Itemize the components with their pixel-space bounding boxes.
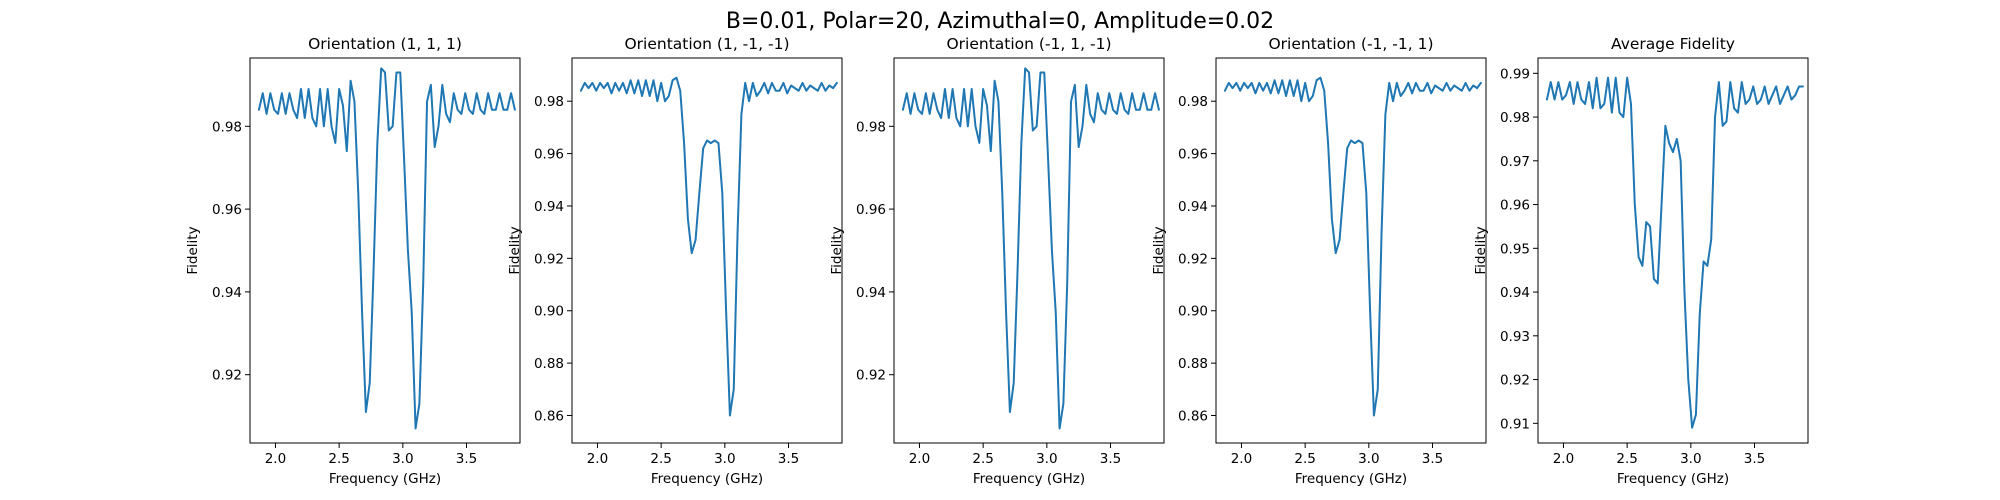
panel-title: Orientation (-1, -1, 1) bbox=[1268, 35, 1433, 53]
plot-frame bbox=[893, 57, 1165, 444]
x-tick-label: 2.0 bbox=[587, 451, 608, 467]
y-tick-label: 0.96 bbox=[212, 202, 242, 218]
x-tick-label: 2.0 bbox=[1231, 451, 1252, 467]
figure-title: B=0.01, Polar=20, Azimuthal=0, Amplitude… bbox=[726, 9, 1274, 34]
series-line bbox=[1223, 76, 1482, 417]
plot-frame bbox=[571, 57, 843, 444]
y-tick-label: 0.96 bbox=[534, 147, 564, 163]
series-line bbox=[1545, 76, 1804, 429]
chart-panel-4: 2.0 2.5 3.0 3.5 0.86 0.88 0.90 0.92 0.94 0.96 0.98… bbox=[1151, 35, 1487, 487]
y-axis-label: Fidelity bbox=[1151, 226, 1167, 274]
y-tick-label: 0.98 bbox=[1178, 94, 1208, 110]
y-tick-label: 0.94 bbox=[212, 285, 242, 301]
x-tick-label: 2.5 bbox=[328, 451, 349, 467]
x-tick-label: 3.5 bbox=[1422, 451, 1443, 467]
y-tick-label: 0.97 bbox=[1500, 154, 1530, 170]
chart-panel-3: 2.0 2.5 3.0 3.5 0.92 0.94 0.96 0.98 Orientation … bbox=[829, 35, 1165, 487]
x-tick-label: 3.5 bbox=[778, 451, 799, 467]
panel-title: Orientation (1, -1, -1) bbox=[624, 35, 789, 53]
x-tick-label: 3.0 bbox=[392, 451, 413, 467]
x-tick-label: 2.0 bbox=[909, 451, 930, 467]
x-tick-label: 3.5 bbox=[1744, 451, 1765, 467]
y-tick-label: 0.90 bbox=[1178, 304, 1208, 320]
x-tick-label: 2.0 bbox=[265, 451, 286, 467]
y-axis-label: Fidelity bbox=[185, 226, 201, 274]
plot-frame bbox=[249, 57, 521, 444]
panel-title: Orientation (-1, 1, -1) bbox=[946, 35, 1111, 53]
x-axis-label: Frequency (GHz) bbox=[651, 471, 763, 487]
series-line bbox=[901, 67, 1160, 430]
x-axis-label: Frequency (GHz) bbox=[329, 471, 441, 487]
panel-title: Average Fidelity bbox=[1611, 35, 1735, 53]
plot-frame bbox=[1215, 57, 1487, 444]
y-tick-label: 0.91 bbox=[1500, 416, 1530, 432]
y-tick-label: 0.99 bbox=[1500, 66, 1530, 82]
y-axis-label: Fidelity bbox=[507, 226, 523, 274]
y-tick-label: 0.98 bbox=[856, 119, 886, 135]
y-tick-label: 0.98 bbox=[1500, 110, 1530, 126]
y-tick-label: 0.98 bbox=[534, 94, 564, 110]
y-axis-label: Fidelity bbox=[1473, 226, 1489, 274]
series-line bbox=[579, 76, 838, 417]
x-tick-label: 3.0 bbox=[1036, 451, 1057, 467]
chart-panel-1: 2.0 2.5 3.0 3.5 0.92 0.94 0.96 0.98 Orientation … bbox=[185, 35, 521, 487]
x-tick-label: 3.5 bbox=[456, 451, 477, 467]
y-tick-label: 0.88 bbox=[1178, 356, 1208, 372]
x-tick-label: 2.5 bbox=[972, 451, 993, 467]
y-tick-label: 0.95 bbox=[1500, 241, 1530, 257]
x-axis-label: Frequency (GHz) bbox=[1617, 471, 1729, 487]
y-tick-label: 0.92 bbox=[856, 368, 886, 384]
y-tick-label: 0.93 bbox=[1500, 329, 1530, 345]
y-tick-label: 0.94 bbox=[1178, 199, 1208, 215]
y-tick-label: 0.90 bbox=[534, 304, 564, 320]
chart-panel-5: 2.0 2.5 3.0 3.5 0.91 0.92 0.93 0.94 0.95 0.96 0.97… bbox=[1473, 35, 1809, 487]
x-tick-label: 3.0 bbox=[1680, 451, 1701, 467]
y-tick-label: 0.94 bbox=[534, 199, 564, 215]
y-tick-label: 0.96 bbox=[856, 202, 886, 218]
y-tick-label: 0.96 bbox=[1500, 198, 1530, 214]
x-tick-label: 3.0 bbox=[1358, 451, 1379, 467]
y-tick-label: 0.96 bbox=[1178, 147, 1208, 163]
y-tick-label: 0.88 bbox=[534, 356, 564, 372]
x-axis-label: Frequency (GHz) bbox=[973, 471, 1085, 487]
y-tick-label: 0.86 bbox=[1178, 409, 1208, 425]
y-tick-label: 0.98 bbox=[212, 119, 242, 135]
y-tick-label: 0.94 bbox=[1500, 285, 1530, 301]
y-tick-label: 0.92 bbox=[1500, 373, 1530, 389]
y-tick-label: 0.92 bbox=[534, 251, 564, 267]
y-tick-label: 0.94 bbox=[856, 285, 886, 301]
y-tick-label: 0.86 bbox=[534, 409, 564, 425]
series-line bbox=[257, 67, 516, 430]
x-axis-label: Frequency (GHz) bbox=[1295, 471, 1407, 487]
x-tick-label: 3.5 bbox=[1100, 451, 1121, 467]
panel-title: Orientation (1, 1, 1) bbox=[308, 35, 462, 53]
x-tick-label: 3.0 bbox=[714, 451, 735, 467]
x-tick-label: 2.5 bbox=[650, 451, 671, 467]
plot-frame bbox=[1537, 57, 1809, 444]
y-axis-label: Fidelity bbox=[829, 226, 845, 274]
x-tick-label: 2.0 bbox=[1553, 451, 1574, 467]
x-tick-label: 2.5 bbox=[1294, 451, 1315, 467]
y-tick-label: 0.92 bbox=[1178, 251, 1208, 267]
y-tick-label: 0.92 bbox=[212, 368, 242, 384]
chart-panel-2: 2.0 2.5 3.0 3.5 0.86 0.88 0.90 0.92 0.94 0.96 0.98… bbox=[507, 35, 843, 487]
x-tick-label: 2.5 bbox=[1616, 451, 1637, 467]
